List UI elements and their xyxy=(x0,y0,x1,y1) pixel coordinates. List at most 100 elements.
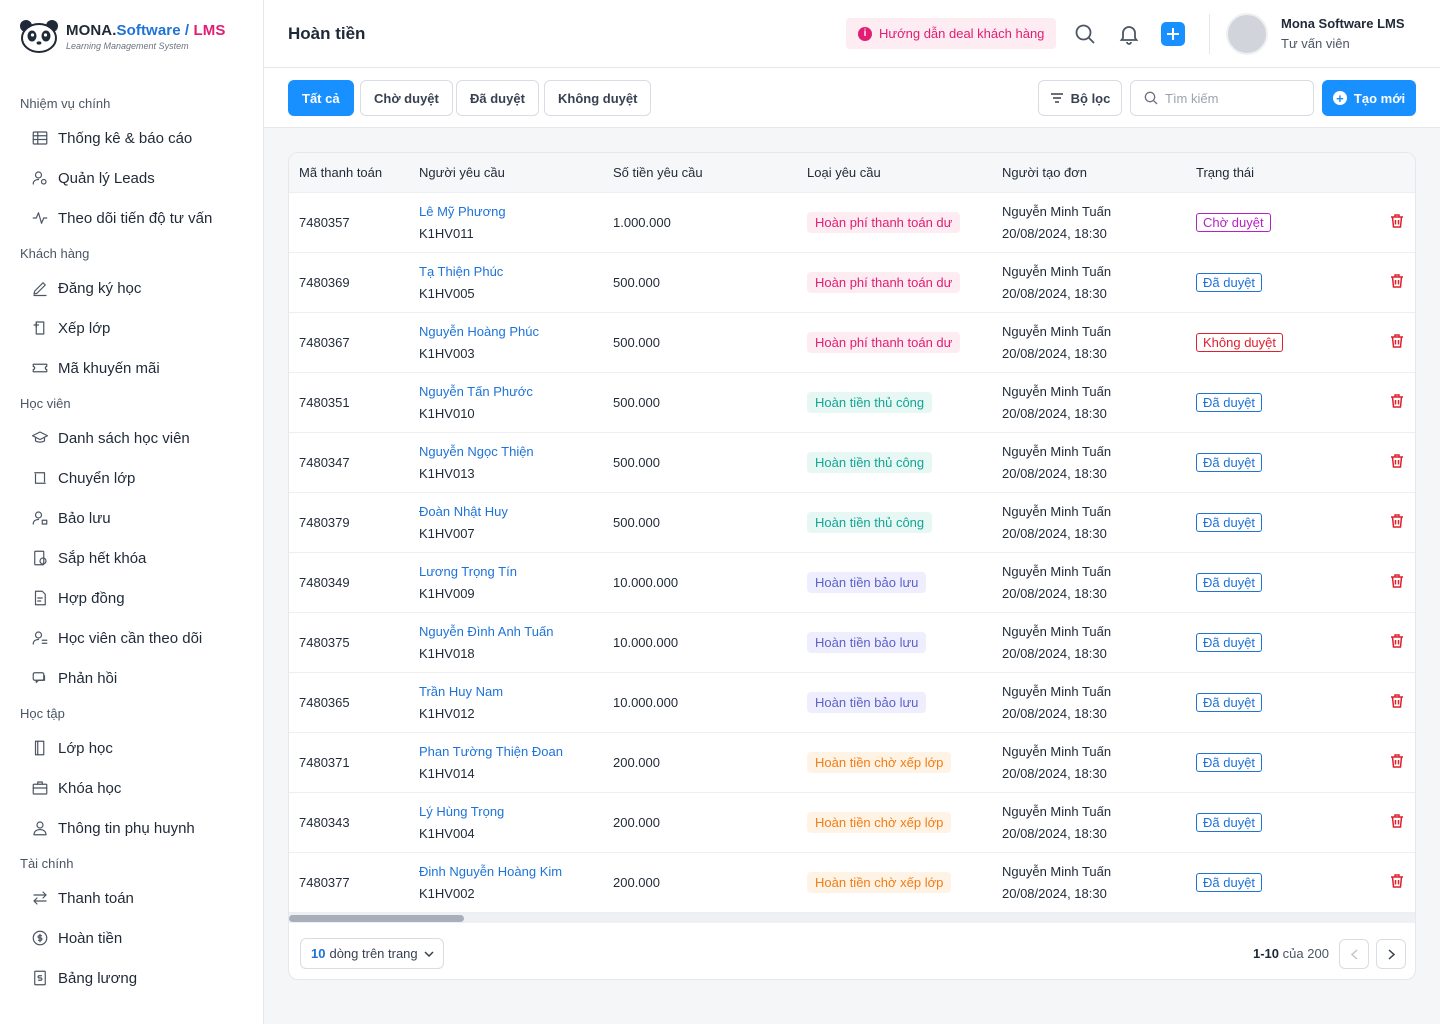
avatar[interactable] xyxy=(1226,13,1268,55)
requester-name-link[interactable]: Lương Trọng Tín xyxy=(419,563,517,579)
requester-name-link[interactable]: Phan Tường Thiện Đoan xyxy=(419,743,563,759)
sidebar-item-label: Học viên cần theo dõi xyxy=(58,629,203,647)
sidebar-item[interactable]: Bảng lương xyxy=(0,958,263,998)
requester-name-link[interactable]: Nguyễn Tấn Phước xyxy=(419,383,533,399)
sidebar-item[interactable]: Sắp hết khóa xyxy=(0,538,263,578)
delete-button[interactable] xyxy=(1389,333,1405,352)
requester-name-link[interactable]: Nguyễn Đình Anh Tuấn xyxy=(419,623,554,639)
delete-button[interactable] xyxy=(1389,753,1405,772)
table-row[interactable]: 7480357 Lê Mỹ Phương K1HV011 1.000.000 H… xyxy=(289,193,1415,253)
sidebar-item-label: Chuyển lớp xyxy=(58,469,136,487)
app-logo[interactable]: MONA.Software / LMS Learning Management … xyxy=(18,16,225,56)
sidebar-item[interactable]: Phản hồi xyxy=(0,658,263,698)
sidebar-item-label: Xếp lớp xyxy=(58,319,111,337)
tab-rejected[interactable]: Không duyệt xyxy=(544,80,652,116)
sidebar-item-label: Thống kê & báo cáo xyxy=(58,129,193,147)
amount: 500.000 xyxy=(613,335,660,350)
delete-button[interactable] xyxy=(1389,573,1405,592)
page-range: 1-10 của 200 xyxy=(1253,946,1329,961)
prev-page-button[interactable] xyxy=(1339,939,1369,969)
requester-name-link[interactable]: Trần Huy Nam xyxy=(419,683,504,699)
table-row[interactable]: 7480379 Đoàn Nhật Huy K1HV007 500.000 Ho… xyxy=(289,493,1415,553)
delete-button[interactable] xyxy=(1389,213,1405,232)
requester-name-link[interactable]: Đinh Nguyễn Hoàng Kim xyxy=(419,863,563,879)
table-row[interactable]: 7480347 Nguyễn Ngọc Thiện K1HV013 500.00… xyxy=(289,433,1415,493)
page-size-select[interactable]: 10 dòng trên trang xyxy=(300,938,444,969)
sidebar-item[interactable]: Học viên cần theo dõi xyxy=(0,618,263,658)
sidebar-item[interactable]: Chuyển lớp xyxy=(0,458,263,498)
table-row[interactable]: 7480371 Phan Tường Thiện Đoan K1HV014 20… xyxy=(289,733,1415,793)
guide-button[interactable]: i Hướng dẫn deal khách hàng xyxy=(846,18,1057,49)
sidebar-item-label: Theo dõi tiến độ tư vấn xyxy=(58,209,213,227)
sidebar-item[interactable]: Đăng ký học xyxy=(0,268,263,308)
search-icon[interactable] xyxy=(1073,22,1097,46)
sidebar-item[interactable]: Thông tin phụ huynh xyxy=(0,808,263,848)
delete-button[interactable] xyxy=(1389,813,1405,832)
delete-button[interactable] xyxy=(1389,633,1405,652)
table-row[interactable]: 7480377 Đinh Nguyễn Hoàng Kim K1HV002 20… xyxy=(289,853,1415,913)
col-type: Loại yêu cầu xyxy=(807,165,881,180)
table-row[interactable]: 7480375 Nguyễn Đình Anh Tuấn K1HV018 10.… xyxy=(289,613,1415,673)
amount: 10.000.000 xyxy=(613,575,679,590)
creator-name: Nguyễn Minh Tuấn xyxy=(1002,203,1112,219)
filter-button[interactable]: Bộ lọc xyxy=(1038,80,1122,116)
sidebar-item[interactable]: Quản lý Leads xyxy=(0,158,263,198)
requester-name-link[interactable]: Lý Hùng Trọng xyxy=(419,803,505,819)
request-type-badge: Hoàn phí thanh toán dư xyxy=(807,272,961,293)
delete-button[interactable] xyxy=(1389,873,1405,892)
bell-icon[interactable] xyxy=(1117,22,1141,46)
requester-name-link[interactable]: Tạ Thiện Phúc xyxy=(419,263,504,279)
sidebar-item[interactable]: Mã khuyến mãi xyxy=(0,348,263,388)
quick-add-button[interactable] xyxy=(1161,22,1185,46)
creator-name: Nguyễn Minh Tuấn xyxy=(1002,683,1112,699)
chevron-left-icon xyxy=(1350,948,1358,960)
sidebar-item[interactable]: Xếp lớp xyxy=(0,308,263,348)
plus-icon xyxy=(1167,28,1179,40)
scrollbar-thumb[interactable] xyxy=(289,915,464,922)
delete-button[interactable] xyxy=(1389,273,1405,292)
student-code: K1HV014 xyxy=(419,765,475,781)
sidebar-item[interactable]: Bảo lưu xyxy=(0,498,263,538)
created-at: 20/08/2024, 18:30 xyxy=(1002,225,1107,241)
sidebar-item[interactable]: Khóa học xyxy=(0,768,263,808)
create-button[interactable]: + Tạo mới xyxy=(1322,80,1416,116)
requester-name-link[interactable]: Lê Mỹ Phương xyxy=(419,203,506,219)
table-row[interactable]: 7480365 Trần Huy Nam K1HV012 10.000.000 … xyxy=(289,673,1415,733)
sidebar-item[interactable]: Danh sách học viên xyxy=(0,418,263,458)
sidebar-item[interactable]: Thanh toán xyxy=(0,878,263,918)
table-icon xyxy=(30,128,50,148)
logo-lms: LMS xyxy=(193,21,226,39)
contract-icon xyxy=(30,588,50,608)
next-page-button[interactable] xyxy=(1376,939,1406,969)
sidebar-item[interactable]: Hoàn tiền xyxy=(0,918,263,958)
creator-cell: Nguyễn Minh Tuấn 20/08/2024, 18:30 xyxy=(1002,861,1111,905)
tab-approved[interactable]: Đã duyệt xyxy=(456,80,539,116)
expiring-icon xyxy=(30,548,50,568)
sidebar-item[interactable]: Thống kê & báo cáo xyxy=(0,118,263,158)
sidebar-nav: Nhiệm vụ chính Thống kê & báo cáo Quản lý … xyxy=(0,88,263,998)
sidebar-item-label: Quản lý Leads xyxy=(58,169,155,187)
table-row[interactable]: 7480343 Lý Hùng Trọng K1HV004 200.000 Ho… xyxy=(289,793,1415,853)
nav-group-title: Học tập xyxy=(20,706,65,721)
table-row[interactable]: 7480369 Tạ Thiện Phúc K1HV005 500.000 Ho… xyxy=(289,253,1415,313)
requester-name-link[interactable]: Đoàn Nhật Huy xyxy=(419,503,508,519)
sidebar-item[interactable]: Theo dõi tiến độ tư vấn xyxy=(0,198,263,238)
delete-button[interactable] xyxy=(1389,453,1405,472)
table-row[interactable]: 7480349 Lương Trọng Tín K1HV009 10.000.0… xyxy=(289,553,1415,613)
delete-button[interactable] xyxy=(1389,513,1405,532)
search-input[interactable] xyxy=(1165,90,1305,106)
status-badge: Đã duyệt xyxy=(1196,633,1263,652)
delete-button[interactable] xyxy=(1389,393,1405,412)
tab-all[interactable]: Tất cả xyxy=(288,80,354,116)
table-row[interactable]: 7480367 Nguyễn Hoàng Phúc K1HV003 500.00… xyxy=(289,313,1415,373)
briefcase-icon xyxy=(30,778,50,798)
trash-icon xyxy=(1391,694,1403,708)
requester-name-link[interactable]: Nguyễn Hoàng Phúc xyxy=(419,323,539,339)
sidebar-item[interactable]: Lớp học xyxy=(0,728,263,768)
table-row[interactable]: 7480351 Nguyễn Tấn Phước K1HV010 500.000… xyxy=(289,373,1415,433)
delete-button[interactable] xyxy=(1389,693,1405,712)
horizontal-scrollbar[interactable] xyxy=(289,913,1415,923)
tab-pending[interactable]: Chờ duyệt xyxy=(360,80,453,116)
requester-name-link[interactable]: Nguyễn Ngọc Thiện xyxy=(419,443,534,459)
sidebar-item[interactable]: Hợp đồng xyxy=(0,578,263,618)
